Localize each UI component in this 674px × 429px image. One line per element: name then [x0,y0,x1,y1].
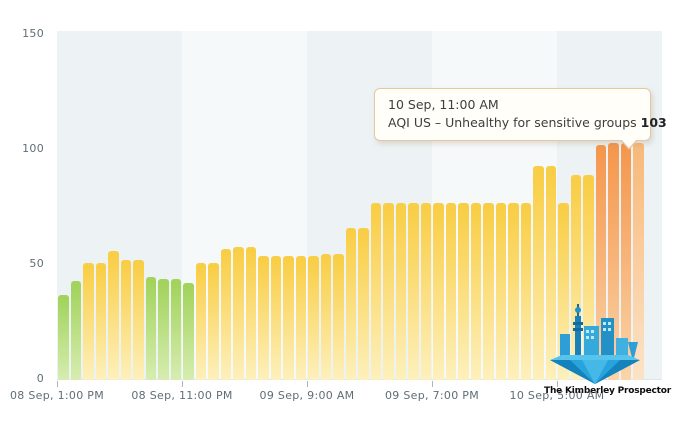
aqi-bar[interactable] [358,228,369,380]
aqi-bar[interactable] [183,283,194,380]
tooltip-pointer-icon [621,139,637,149]
x-axis-tick [307,381,308,387]
aqi-bar[interactable] [370,203,381,380]
aqi-bar[interactable] [458,203,469,380]
aqi-bar[interactable] [533,166,544,380]
aqi-bar[interactable] [558,203,569,380]
aqi-bar[interactable] [233,247,244,380]
aqi-bar[interactable] [408,203,419,380]
aqi-bar[interactable] [170,279,181,380]
aqi-bar[interactable] [383,203,394,380]
aqi-bar[interactable] [508,203,519,380]
aqi-bar[interactable] [395,203,406,380]
x-axis-label: 08 Sep, 1:00 PM [9,389,105,402]
aqi-bar[interactable] [583,175,594,380]
aqi-bar[interactable] [158,279,169,380]
aqi-bar[interactable] [495,203,506,380]
y-axis-label: 100 [22,142,44,155]
aqi-bar[interactable] [283,256,294,380]
aqi-bar[interactable] [270,256,281,380]
aqi-bar[interactable] [470,203,481,380]
aqi-bar[interactable] [195,263,206,380]
x-axis-tick [432,381,433,387]
aqi-bar[interactable] [483,203,494,380]
aqi-bar[interactable] [620,143,631,380]
tooltip-label: AQI US – Unhealthy for sensitive groups [388,115,637,131]
x-axis-label: 10 Sep, 5:00 AM [509,389,605,402]
aqi-bar[interactable] [58,295,69,380]
aqi-bar[interactable] [220,249,231,380]
aqi-bar[interactable] [333,254,344,380]
tooltip: 10 Sep, 11:00 AM AQI US – Unhealthy for … [374,88,667,151]
aqi-bar[interactable] [133,260,144,380]
y-axis-label: 150 [22,27,44,40]
tooltip-value-line: AQI US – Unhealthy for sensitive groups … [388,114,667,132]
aqi-bar[interactable] [595,145,606,380]
aqi-bar[interactable] [608,143,619,380]
x-axis-tick [182,381,183,387]
aqi-bar[interactable] [70,281,81,380]
aqi-bar[interactable] [258,256,269,380]
x-axis-tick [57,381,58,387]
y-axis-label: 50 [29,257,44,270]
aqi-bar[interactable] [320,254,331,380]
y-axis-label: 0 [36,372,44,385]
tooltip-value: 103 [640,115,667,131]
aqi-bar[interactable] [420,203,431,380]
aqi-bar[interactable] [345,228,356,380]
aqi-bar[interactable] [145,277,156,380]
aqi-bar[interactable] [570,175,581,380]
aqi-bar[interactable] [245,247,256,380]
aqi-bar[interactable] [445,203,456,380]
aqi-bar[interactable] [633,143,644,380]
x-axis-label: 08 Sep, 11:00 PM [131,389,233,402]
aqi-bar[interactable] [295,256,306,380]
aqi-bar[interactable] [545,166,556,380]
aqi-bar[interactable] [433,203,444,380]
x-axis-tick [557,381,558,387]
aqi-bar[interactable] [95,263,106,380]
x-axis-label: 09 Sep, 7:00 PM [384,389,480,402]
aqi-bar[interactable] [208,263,219,380]
aqi-bar[interactable] [108,251,119,380]
aqi-bar[interactable] [83,263,94,380]
x-axis-label: 09 Sep, 9:00 AM [259,389,355,402]
tooltip-date: 10 Sep, 11:00 AM [388,97,499,112]
aqi-bar[interactable] [120,260,131,380]
aqi-bar[interactable] [520,203,531,380]
aqi-bar[interactable] [308,256,319,380]
